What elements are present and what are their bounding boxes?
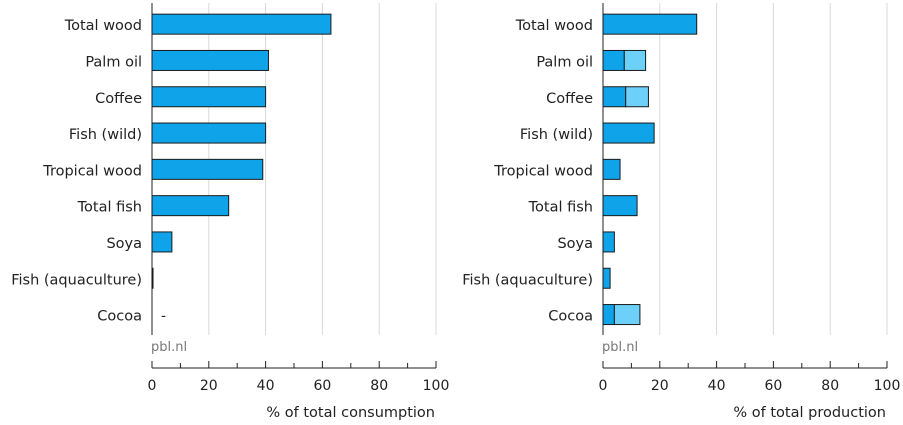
tick-label: 60	[313, 378, 331, 394]
bar	[151, 122, 267, 144]
chart-panel-1: Total wood Palm oil Coffee Fish (wild) Tropi…	[11, 3, 449, 421]
source-label: pbl.nl	[151, 340, 187, 355]
category-label: Palm oil	[85, 54, 142, 70]
tick-label: 20	[651, 378, 669, 394]
tick-label: 0	[599, 378, 608, 394]
bar	[151, 231, 173, 253]
bar	[151, 158, 264, 180]
bar	[602, 49, 625, 71]
bar	[625, 86, 649, 108]
category-label: Cocoa	[548, 309, 593, 325]
category-label: Total fish	[77, 200, 142, 216]
category-label: Total fish	[528, 200, 593, 216]
category-label: Soya	[106, 236, 142, 252]
category-label: Total wood	[64, 18, 142, 34]
bar	[602, 13, 698, 35]
bar	[623, 49, 647, 71]
bar	[602, 195, 638, 217]
tick-marks	[151, 361, 437, 368]
axis-title: % of total consumption	[266, 405, 435, 421]
bar	[613, 304, 641, 326]
category-label: Total wood	[515, 18, 593, 34]
tick-label: 60	[764, 378, 782, 394]
bar	[602, 122, 655, 144]
category-label: Fish (aquaculture)	[11, 272, 142, 288]
category-label: Soya	[557, 236, 593, 252]
bar-annotation: -	[161, 309, 166, 325]
bar	[602, 267, 611, 289]
bar	[602, 231, 615, 253]
category-label: Palm oil	[536, 54, 593, 70]
bar	[602, 158, 621, 180]
bar	[151, 49, 269, 71]
tick-label: 40	[708, 378, 726, 394]
gridlines	[659, 3, 888, 335]
category-label: Cocoa	[97, 309, 142, 325]
bar	[151, 267, 154, 289]
category-label: Fish (aquaculture)	[462, 272, 593, 288]
tick-label: 100	[423, 378, 450, 394]
bar	[151, 195, 230, 217]
tick-label: 20	[200, 378, 218, 394]
category-label: Fish (wild)	[520, 127, 593, 143]
source-label: pbl.nl	[602, 340, 638, 355]
category-label: Coffee	[546, 91, 593, 107]
tick-label: 100	[874, 378, 901, 394]
tick-label: 40	[257, 378, 275, 394]
bar	[602, 304, 615, 326]
chart-panel-2: Total wood Palm oil Coffee Fish (wild) Tropi…	[462, 3, 900, 421]
axis-title: % of total production	[733, 405, 886, 421]
tick-label: 80	[821, 378, 839, 394]
category-label: Tropical wood	[493, 163, 593, 179]
tick-label: 80	[370, 378, 388, 394]
tick-label: 0	[148, 378, 157, 394]
bar	[151, 86, 267, 108]
tick-marks	[602, 361, 888, 368]
category-label: Coffee	[95, 91, 142, 107]
bar	[602, 86, 627, 108]
category-label: Tropical wood	[42, 163, 142, 179]
category-label: Fish (wild)	[69, 127, 142, 143]
bar	[151, 13, 332, 35]
